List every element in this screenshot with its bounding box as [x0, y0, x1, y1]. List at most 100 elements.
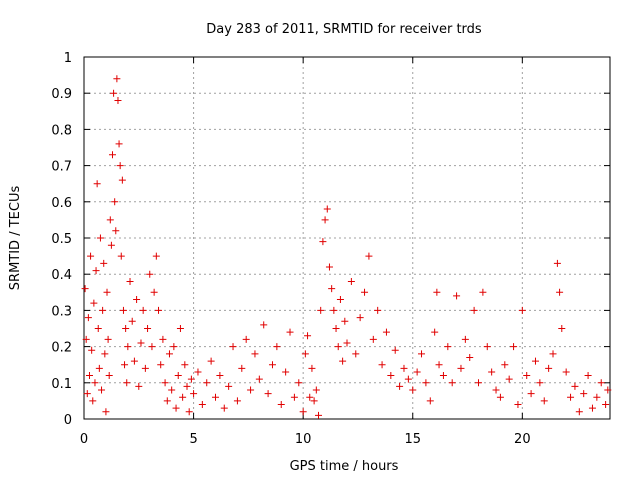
data-point	[341, 317, 349, 325]
data-point	[110, 89, 118, 97]
data-point	[332, 325, 340, 332]
data-point	[159, 335, 167, 343]
data-point	[91, 379, 99, 387]
data-point	[418, 350, 426, 358]
data-point	[98, 386, 106, 394]
data-point	[382, 328, 390, 336]
data-point	[593, 393, 601, 401]
data-point	[352, 350, 360, 358]
data-point	[96, 234, 104, 242]
data-point	[111, 198, 119, 206]
data-point	[505, 375, 513, 383]
y-axis-label: SRMTID / TECUs	[8, 186, 23, 291]
data-point	[85, 372, 93, 380]
data-point	[141, 364, 149, 372]
data-point	[409, 386, 417, 394]
y-tick-label: 0	[64, 413, 72, 428]
data-point	[126, 277, 134, 285]
data-point	[514, 401, 522, 409]
data-point	[88, 346, 96, 354]
data-point	[185, 408, 193, 416]
x-tick-label: 10	[295, 432, 312, 447]
data-point	[99, 306, 107, 314]
data-point	[404, 375, 412, 383]
data-point	[174, 372, 182, 380]
y-tick-label: 0.1	[51, 377, 72, 392]
data-point	[148, 343, 156, 351]
data-point	[501, 361, 509, 369]
data-point	[374, 306, 382, 314]
data-point	[282, 368, 290, 376]
data-point	[123, 379, 131, 387]
data-point	[422, 379, 430, 387]
data-point	[317, 306, 325, 314]
axis-ticks: 00.10.20.30.40.50.60.70.80.910 5 10 15 20	[51, 51, 610, 447]
data-point	[479, 288, 487, 296]
data-point	[556, 288, 564, 296]
data-point	[146, 270, 154, 278]
data-point	[492, 386, 500, 394]
data-point	[81, 285, 89, 293]
data-point	[536, 379, 544, 387]
y-tick-label: 0.3	[51, 304, 72, 319]
data-point	[119, 306, 127, 314]
data-point	[124, 343, 132, 351]
y-tick-label: 0.5	[51, 232, 72, 247]
data-point	[94, 325, 102, 332]
data-point	[431, 328, 439, 336]
data-point	[170, 343, 178, 351]
data-point	[157, 361, 165, 369]
data-point	[87, 252, 95, 260]
data-point	[84, 314, 92, 322]
data-point	[461, 335, 469, 343]
data-point	[523, 372, 531, 380]
data-point	[343, 339, 351, 347]
data-point	[299, 408, 307, 416]
data-point	[286, 328, 294, 336]
data-point	[567, 393, 575, 401]
data-point	[435, 361, 443, 369]
data-point	[277, 401, 285, 409]
data-point	[426, 397, 434, 405]
data-point	[103, 288, 111, 296]
data-point	[122, 325, 130, 332]
data-point	[203, 379, 211, 387]
data-point	[553, 259, 561, 267]
data-point	[304, 332, 312, 340]
data-point	[264, 390, 272, 398]
data-point	[334, 343, 342, 351]
data-point	[325, 263, 333, 271]
data-point	[319, 238, 327, 246]
data-point	[155, 306, 163, 314]
data-point	[238, 364, 246, 372]
data-point	[312, 386, 320, 394]
data-point	[518, 306, 526, 314]
data-point	[488, 368, 496, 376]
data-point	[268, 361, 276, 369]
data-point	[571, 382, 579, 390]
data-point	[562, 368, 570, 376]
data-point	[306, 393, 314, 401]
data-point	[545, 364, 553, 372]
data-point	[106, 216, 114, 224]
x-tick-label: 5	[189, 432, 197, 447]
data-point	[308, 364, 316, 372]
data-point	[233, 397, 241, 405]
data-point	[133, 296, 141, 304]
data-point	[101, 350, 109, 358]
x-tick-label: 20	[514, 432, 531, 447]
data-point	[225, 382, 233, 390]
data-point	[470, 306, 478, 314]
data-point	[321, 216, 329, 224]
data-point	[198, 401, 206, 409]
data-point	[604, 386, 612, 394]
data-point	[457, 364, 465, 372]
data-point	[105, 372, 113, 380]
data-point	[413, 368, 421, 376]
data-points	[81, 75, 612, 419]
x-axis-label: GPS time / hours	[290, 459, 399, 474]
data-point	[100, 259, 108, 267]
data-point	[339, 357, 347, 365]
data-point	[83, 390, 91, 398]
